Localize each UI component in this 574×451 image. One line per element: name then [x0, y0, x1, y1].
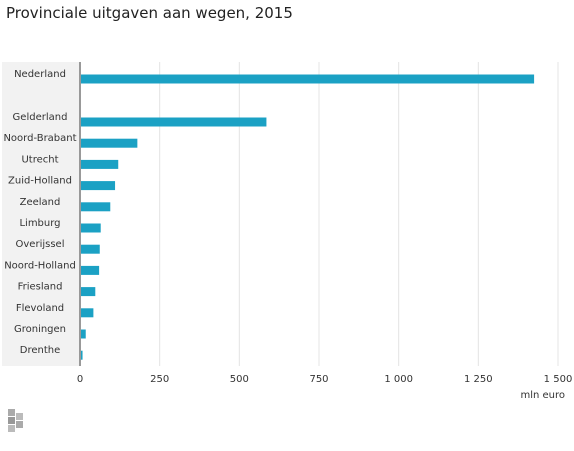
category-labels: Nederland Gelderland Noord-Brabant Utrecht Z… [3, 69, 76, 356]
x-tick-label: 500 [230, 374, 249, 385]
x-tick-label: 0 [77, 374, 83, 385]
bar [81, 74, 535, 84]
category-label: Noord-Brabant [3, 133, 76, 144]
cbs-logo-icon [8, 409, 23, 432]
bar [81, 202, 111, 212]
x-tick-label: 1 000 [384, 374, 413, 385]
category-label: Zeeland [20, 197, 61, 208]
bars [81, 74, 535, 360]
category-label: Flevoland [16, 303, 64, 314]
category-label: Drenthe [20, 345, 61, 356]
bar [81, 308, 94, 318]
category-label: Zuid-Holland [8, 176, 72, 187]
bar [81, 181, 116, 191]
bar [81, 244, 100, 254]
label-panel [2, 62, 79, 366]
x-tick-label: 250 [150, 374, 169, 385]
category-label: Friesland [18, 282, 63, 293]
category-label: Limburg [19, 218, 60, 229]
category-label: Overijssel [16, 239, 65, 250]
category-label: Utrecht [21, 154, 58, 165]
category-label: Groningen [14, 324, 66, 335]
bar [81, 117, 267, 127]
bar [81, 138, 138, 148]
bar [81, 223, 101, 233]
bar [81, 265, 100, 275]
grid-lines [159, 62, 559, 366]
x-tick-label: 1 250 [464, 374, 493, 385]
x-axis-unit: mln euro [520, 390, 565, 401]
category-label: Noord-Holland [4, 260, 76, 271]
category-label: Gelderland [13, 112, 68, 123]
bar [81, 159, 119, 169]
x-tick-label: 750 [309, 374, 328, 385]
tick-labels: 0 250 500 750 1 000 1 250 1 500 [77, 374, 573, 385]
chart-title: Provinciale uitgaven aan wegen, 2015 [6, 4, 293, 22]
bar [81, 287, 96, 297]
bar [81, 350, 83, 360]
category-label: Nederland [14, 69, 66, 80]
bar [81, 329, 86, 339]
x-tick-label: 1 500 [544, 374, 573, 385]
